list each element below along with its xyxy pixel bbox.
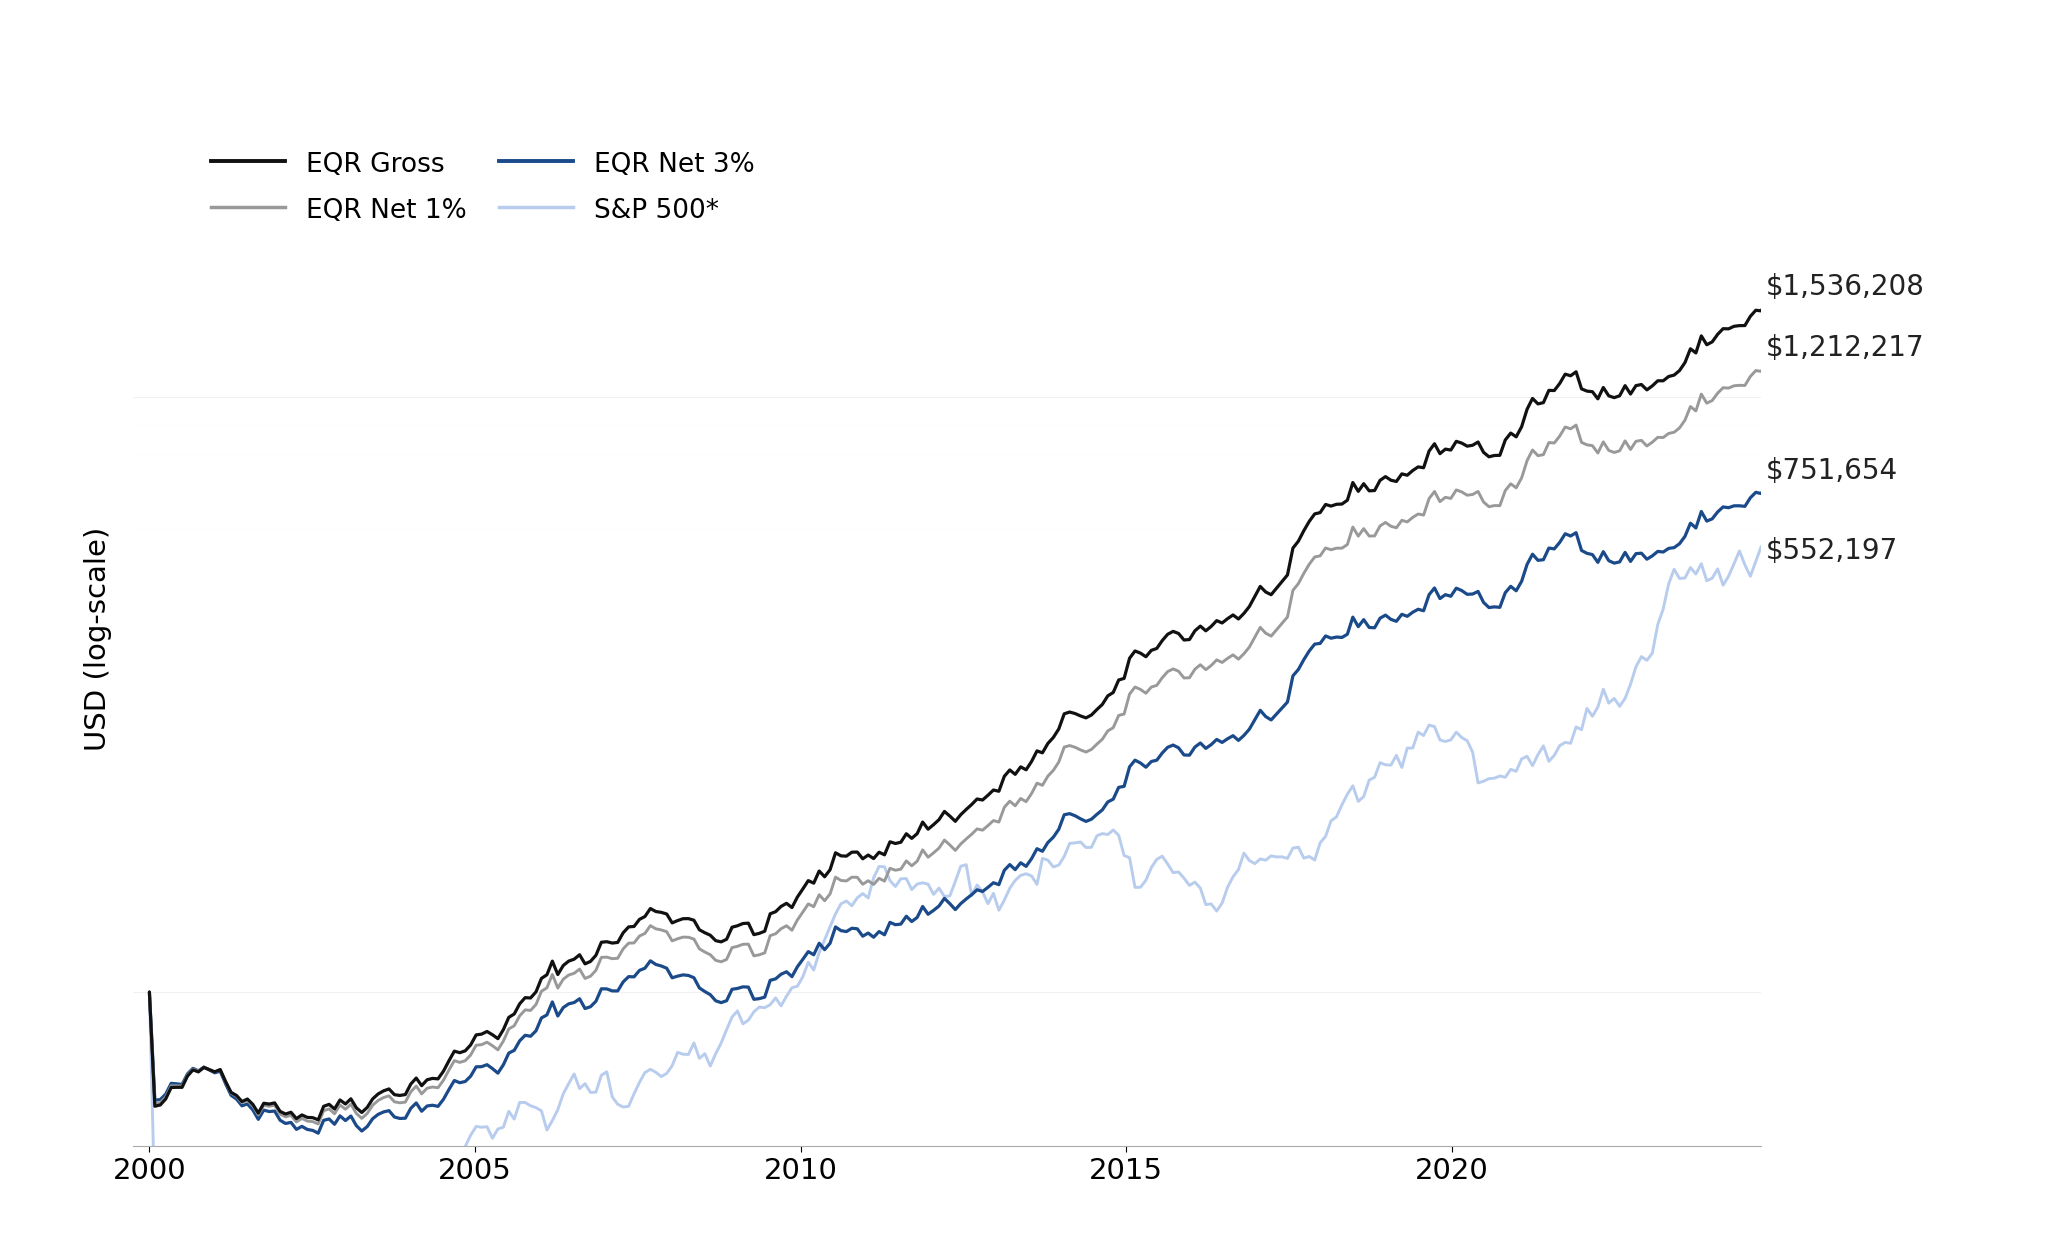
EQR Gross (1106, 673, 1130, 688)
EQR Net 1% (1139, 679, 1163, 694)
EQR Net 1% (143, 1096, 168, 1111)
Text: $1,212,217: $1,212,217 (1765, 333, 1925, 362)
EQR Net 3% (143, 1093, 168, 1108)
Line: EQR Net 3%: EQR Net 3% (150, 471, 1778, 1133)
EQR Net 3% (137, 985, 162, 1000)
EQR Net 1% (305, 1116, 330, 1131)
S&P 500* (1618, 677, 1642, 692)
Text: 1,2,3: 1,2,3 (1284, 18, 1370, 46)
Text: $552,197: $552,197 (1765, 536, 1898, 565)
EQR Net 1% (1112, 707, 1137, 722)
S&P 500* (137, 985, 162, 1000)
S&P 500* (1516, 749, 1540, 764)
S&P 500* (1106, 828, 1130, 843)
EQR Gross (1516, 402, 1540, 417)
Line: S&P 500*: S&P 500* (150, 546, 1778, 1253)
EQR Net 1% (1765, 341, 1790, 356)
EQR Gross (143, 1099, 168, 1114)
EQR Net 1% (1516, 454, 1540, 469)
EQR Net 3% (1139, 754, 1163, 769)
EQR Net 3% (1516, 556, 1540, 571)
EQR Net 3% (1112, 779, 1137, 794)
S&P 500* (1139, 860, 1163, 875)
EQR Gross (1765, 279, 1790, 294)
Line: EQR Gross: EQR Gross (150, 287, 1778, 1120)
S&P 500* (1749, 539, 1774, 554)
EQR Net 3% (305, 1125, 330, 1140)
EQR Gross (305, 1113, 330, 1128)
EQR Gross (137, 985, 162, 1000)
EQR Net 1% (137, 985, 162, 1000)
EQR Net 1% (1106, 708, 1130, 723)
S&P 500* (1112, 848, 1137, 863)
Line: EQR Net 1%: EQR Net 1% (150, 348, 1778, 1124)
S&P 500* (289, 1250, 313, 1253)
Legend: EQR Gross, EQR Net 1%, EQR Net 3%, S&P 500*: EQR Gross, EQR Net 1%, EQR Net 3%, S&P 5… (211, 150, 754, 224)
Text: $751,654: $751,654 (1765, 457, 1898, 485)
EQR Gross (1139, 643, 1163, 658)
EQR Net 3% (1106, 779, 1130, 794)
Y-axis label: USD (log-scale): USD (log-scale) (84, 528, 113, 751)
Text: Growth of $100,000: Growth of $100,000 (715, 35, 1333, 89)
EQR Net 1% (1618, 442, 1642, 457)
EQR Gross (1618, 386, 1642, 401)
EQR Net 3% (1765, 464, 1790, 479)
S&P 500* (1765, 544, 1790, 559)
EQR Gross (1112, 670, 1137, 685)
S&P 500* (143, 1198, 168, 1213)
EQR Net 3% (1618, 554, 1642, 569)
Text: $1,536,208: $1,536,208 (1765, 273, 1925, 301)
